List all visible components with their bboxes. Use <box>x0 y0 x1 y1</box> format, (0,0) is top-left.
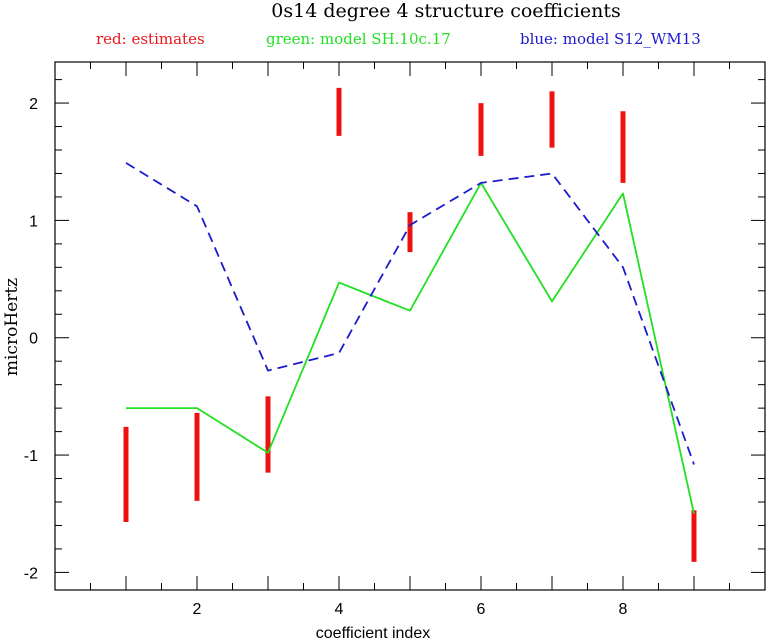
tick-labels: 2 4 6 8 -2 -1 0 1 2 <box>24 96 628 618</box>
x-tick-label: 6 <box>477 601 486 618</box>
plot-frame <box>54 61 766 591</box>
y-tick-label: 1 <box>29 213 38 230</box>
series-model-s12-line <box>125 162 695 465</box>
plot-series <box>123 87 697 562</box>
y-axis-label: microHertz <box>2 278 22 376</box>
x-tick-label: 8 <box>619 601 628 618</box>
x-tick-label: 2 <box>193 601 202 618</box>
tick-marks <box>55 62 765 590</box>
chart-title: 0s14 degree 4 structure coefficients <box>271 0 620 22</box>
y-tick-label: 0 <box>29 331 38 348</box>
legend-estimates: red: estimates <box>96 30 205 48</box>
y-tick-label: 2 <box>29 96 38 113</box>
series-estimates <box>123 87 697 562</box>
x-tick-label: 4 <box>335 601 344 618</box>
legend-model-s12: blue: model S12_WM13 <box>520 30 701 48</box>
legend-model-sh: green: model SH.10c.17 <box>266 30 451 48</box>
y-tick-label: -2 <box>24 565 38 582</box>
series-model-sh-line <box>126 181 695 514</box>
axes <box>54 61 766 591</box>
y-tick-label: -1 <box>24 448 38 465</box>
x-axis-label: coefficient index <box>316 625 430 641</box>
